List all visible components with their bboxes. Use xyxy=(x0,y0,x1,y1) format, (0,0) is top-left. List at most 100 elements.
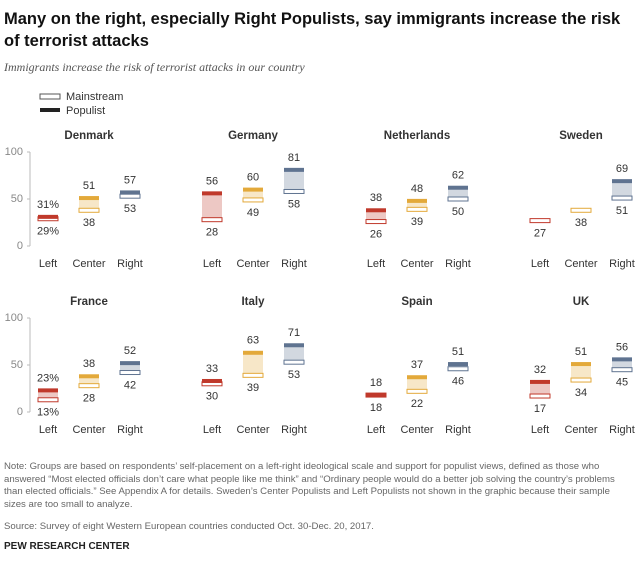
value-label: 38 xyxy=(83,358,95,370)
value-label: 34 xyxy=(575,387,587,399)
range-band xyxy=(79,376,99,386)
value-label: 51 xyxy=(452,346,464,358)
x-tick-label: Right xyxy=(117,258,143,270)
x-tick-label: Left xyxy=(367,424,385,436)
range-band xyxy=(284,345,304,363)
value-label: 63 xyxy=(247,335,259,347)
value-label: 38 xyxy=(83,217,95,229)
legend-swatch xyxy=(40,108,60,112)
range-band xyxy=(366,210,386,222)
x-tick-label: Right xyxy=(445,424,471,436)
x-tick-label: Right xyxy=(609,424,635,436)
value-label: 33 xyxy=(206,363,218,375)
value-label: 81 xyxy=(288,152,300,164)
value-label: 50 xyxy=(452,206,464,218)
panel-title: Italy xyxy=(241,296,265,308)
range-band xyxy=(571,364,591,381)
mainstream-mark xyxy=(570,207,592,213)
x-tick-label: Left xyxy=(203,258,221,270)
value-label: 52 xyxy=(124,345,136,357)
y-tick-label: 100 xyxy=(5,146,23,158)
range-band xyxy=(612,181,632,199)
x-tick-label: Left xyxy=(531,258,549,270)
range-band xyxy=(612,359,632,370)
x-tick-label: Right xyxy=(281,258,307,270)
y-tick-label: 50 xyxy=(11,193,23,205)
legend-label: Mainstream xyxy=(66,91,123,103)
value-label: 51 xyxy=(83,180,95,192)
value-label: 45 xyxy=(616,377,628,389)
mainstream-mark xyxy=(365,219,387,225)
value-label: 38 xyxy=(370,192,382,204)
populist-mark xyxy=(571,362,591,367)
x-tick-label: Center xyxy=(564,258,597,270)
panel-title: Denmark xyxy=(64,130,114,142)
mainstream-mark xyxy=(283,359,305,365)
x-tick-label: Center xyxy=(236,258,269,270)
mainstream-mark xyxy=(529,393,551,399)
x-tick-label: Right xyxy=(609,258,635,270)
populist-mark xyxy=(202,378,222,383)
range-band xyxy=(38,390,58,400)
mainstream-mark xyxy=(611,367,633,373)
value-label: 17 xyxy=(534,403,546,415)
range-band xyxy=(284,169,304,192)
panel-title: Spain xyxy=(401,296,432,308)
mainstream-mark xyxy=(529,218,551,224)
x-tick-label: Left xyxy=(367,258,385,270)
value-label: 60 xyxy=(247,172,259,184)
value-label: 29% xyxy=(37,226,59,238)
value-label: 51 xyxy=(575,346,587,358)
populist-mark xyxy=(120,361,140,366)
populist-mark xyxy=(120,190,140,195)
value-label: 51 xyxy=(616,205,628,217)
mainstream-mark xyxy=(78,207,100,213)
mainstream-mark xyxy=(447,196,469,202)
panel-title: Sweden xyxy=(559,130,602,142)
mainstream-mark xyxy=(119,370,141,376)
populist-mark xyxy=(243,350,263,355)
mainstream-mark xyxy=(119,193,141,199)
range-band xyxy=(243,352,263,376)
x-tick-label: Center xyxy=(400,258,433,270)
populist-mark xyxy=(79,196,99,201)
mainstream-mark xyxy=(570,377,592,383)
value-label: 30 xyxy=(206,391,218,403)
populist-mark xyxy=(38,214,58,219)
value-label: 49 xyxy=(247,207,259,219)
value-label: 13% xyxy=(37,407,59,419)
value-label: 28 xyxy=(206,227,218,239)
populist-mark xyxy=(448,362,468,367)
y-tick-label: 0 xyxy=(17,240,23,252)
populist-mark xyxy=(612,357,632,362)
value-label: 27 xyxy=(534,228,546,240)
subtitle: Immigrants increase the risk of terroris… xyxy=(4,60,305,74)
populist-mark xyxy=(202,191,222,196)
populist-mark xyxy=(366,208,386,213)
value-label: 23% xyxy=(37,372,59,384)
value-label: 46 xyxy=(452,376,464,388)
y-tick-label: 0 xyxy=(17,406,23,418)
populist-mark xyxy=(38,388,58,393)
populist-mark xyxy=(79,374,99,379)
x-tick-label: Center xyxy=(564,424,597,436)
range-band xyxy=(79,198,99,211)
populist-mark xyxy=(407,198,427,203)
title: Many on the right, especially Right Popu… xyxy=(4,10,621,50)
y-tick-label: 50 xyxy=(11,359,23,371)
note: Note: Groups are based on respondents’ s… xyxy=(4,461,615,510)
x-tick-label: Left xyxy=(39,424,57,436)
x-tick-label: Right xyxy=(117,424,143,436)
range-band xyxy=(202,193,222,220)
populist-mark xyxy=(407,375,427,380)
x-tick-label: Right xyxy=(281,424,307,436)
value-label: 31% xyxy=(37,199,59,211)
mainstream-mark xyxy=(78,383,100,389)
range-band xyxy=(448,187,468,199)
mainstream-mark xyxy=(406,206,428,212)
mainstream-mark xyxy=(447,366,469,372)
range-band xyxy=(407,200,427,210)
mainstream-mark xyxy=(242,197,264,203)
populist-mark xyxy=(612,179,632,184)
